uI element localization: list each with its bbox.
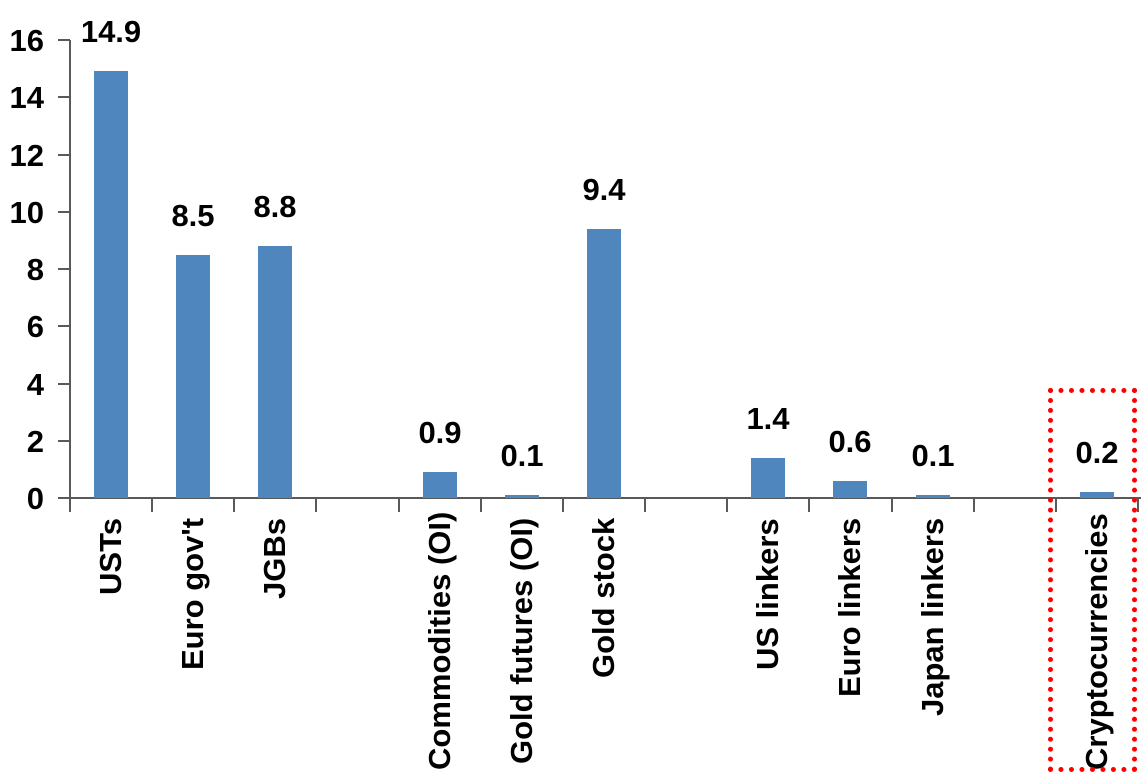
y-tick-label: 14 (9, 80, 44, 115)
x-axis-label: JGBs (257, 518, 292, 599)
bar-us-linkers (751, 458, 785, 498)
y-tick-mark (58, 383, 70, 385)
y-tick-label: 8 (26, 252, 44, 287)
bar-japan-linkers (916, 495, 950, 498)
bar-value-label: 0.1 (911, 438, 955, 473)
x-axis-label: Gold stock (586, 518, 621, 679)
y-tick-mark (58, 39, 70, 41)
bar-value-label: 0.6 (828, 424, 872, 459)
y-tick-mark (58, 211, 70, 213)
bar-commodities-oi- (423, 472, 457, 498)
x-tick-mark (891, 498, 893, 512)
bar-usts (94, 71, 128, 498)
x-tick-mark (808, 498, 810, 512)
x-axis-label-cell: US linkers (727, 518, 809, 770)
bar-value-label: 0.1 (500, 438, 544, 473)
x-tick-mark (398, 498, 400, 512)
x-axis-label: Commodities (OI) (422, 511, 457, 770)
x-axis-line (58, 497, 1141, 499)
y-tick-label: 10 (9, 195, 44, 230)
bar-value-label: 9.4 (582, 172, 626, 207)
y-tick-label: 16 (9, 23, 44, 58)
x-tick-mark (1137, 498, 1139, 512)
bar-value-label: 0.2 (1075, 435, 1119, 470)
x-axis-label: US linkers (750, 518, 785, 670)
x-tick-mark (644, 498, 646, 512)
x-axis-label: Japan linkers (915, 518, 950, 717)
bar-gold-futures-oi- (505, 495, 539, 498)
y-tick-label: 2 (26, 424, 44, 459)
x-tick-mark (315, 498, 317, 512)
x-axis-label: Euro linkers (832, 518, 867, 698)
x-tick-mark (233, 498, 235, 512)
x-axis-label-cell: Euro gov't (152, 518, 234, 770)
y-tick-label: 6 (26, 309, 44, 344)
bar-value-label: 8.5 (171, 198, 215, 233)
x-tick-mark (480, 498, 482, 512)
bar-value-label: 0.9 (418, 415, 462, 450)
y-tick-mark (58, 154, 70, 156)
bar-euro-gov-t (176, 255, 210, 498)
x-axis-label-cell: Gold stock (563, 518, 645, 770)
cryptocurrencies-highlight-box (1048, 388, 1137, 772)
bar-value-label: 14.9 (80, 14, 142, 49)
y-tick-mark (58, 268, 70, 270)
y-tick-label: 0 (26, 481, 44, 516)
bar-jgbs (258, 246, 292, 498)
y-tick-mark (58, 325, 70, 327)
x-axis-label-cell: Gold futures (OI) (481, 518, 563, 770)
x-axis-label-cell: USTs (70, 518, 152, 770)
x-axis-label-cell: Commodities (OI) (399, 511, 481, 770)
x-tick-mark (1055, 498, 1057, 512)
x-tick-mark (151, 498, 153, 512)
x-tick-mark (562, 498, 564, 512)
x-axis-label: Euro gov't (175, 518, 210, 671)
y-tick-mark (58, 440, 70, 442)
bar-euro-linkers (833, 481, 867, 498)
y-tick-mark (58, 497, 70, 499)
y-tick-label: 12 (9, 138, 44, 173)
x-tick-mark (69, 498, 71, 512)
bar-gold-stock (587, 229, 621, 498)
x-tick-mark (973, 498, 975, 512)
bar-cryptocurrencies (1080, 492, 1114, 498)
x-axis-label-cell: Euro linkers (809, 518, 891, 770)
y-tick-mark (58, 96, 70, 98)
x-tick-mark (726, 498, 728, 512)
x-axis-label: USTs (93, 518, 128, 595)
bar-value-label: 8.8 (253, 189, 297, 224)
x-axis-label-cell: JGBs (234, 518, 316, 770)
bar-value-label: 1.4 (746, 401, 790, 436)
x-axis-label-cell: Japan linkers (892, 518, 974, 770)
y-axis-line (69, 40, 71, 512)
y-tick-label: 4 (26, 367, 44, 402)
x-axis-label: Gold futures (OI) (504, 518, 539, 765)
